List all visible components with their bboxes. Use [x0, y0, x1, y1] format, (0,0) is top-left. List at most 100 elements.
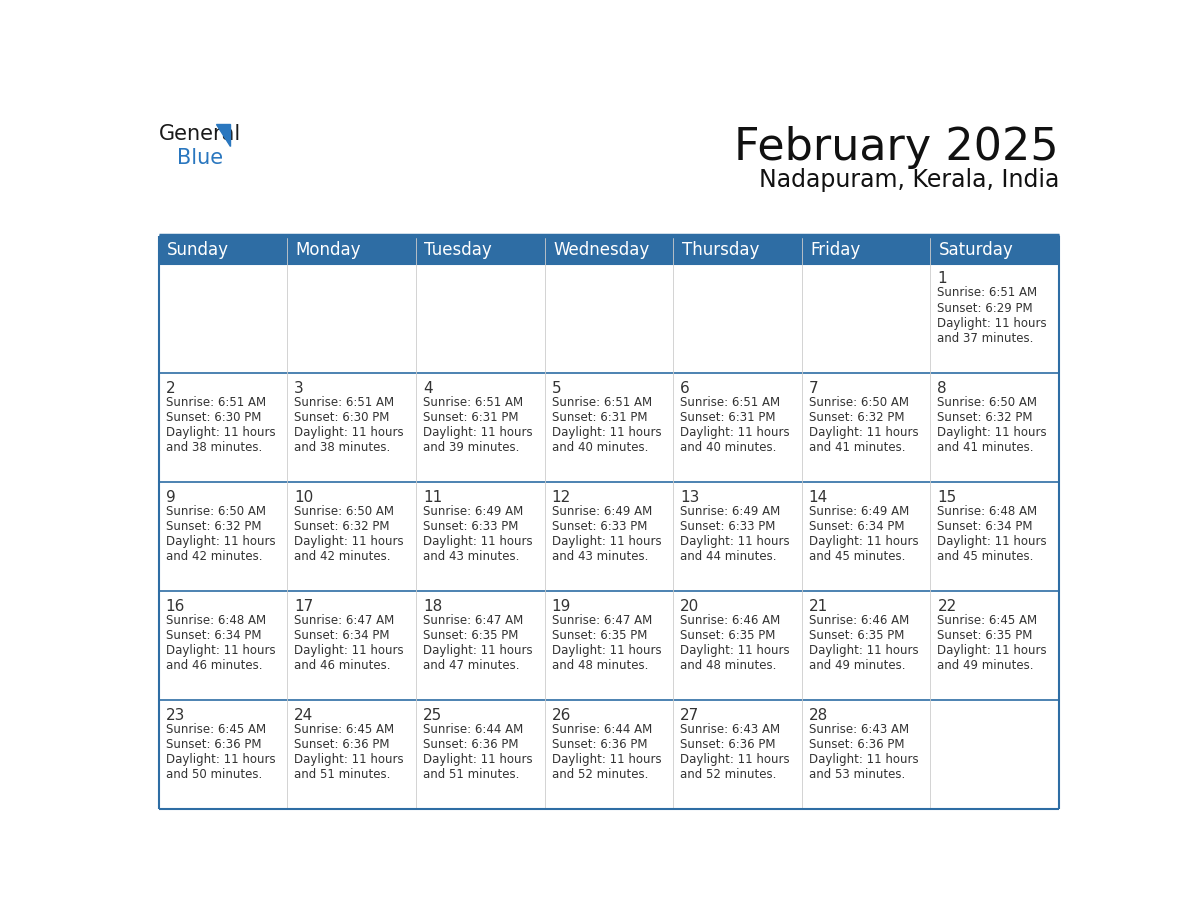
Bar: [544, 263, 674, 373]
Text: Daylight: 11 hours: Daylight: 11 hours: [165, 426, 276, 439]
Text: and 43 minutes.: and 43 minutes.: [551, 550, 647, 563]
Text: and 49 minutes.: and 49 minutes.: [809, 659, 905, 672]
Text: Sunrise: 6:50 AM: Sunrise: 6:50 AM: [295, 505, 394, 518]
Text: 5: 5: [551, 381, 561, 396]
Text: Sunset: 6:34 PM: Sunset: 6:34 PM: [809, 520, 904, 532]
Text: 1: 1: [937, 272, 947, 286]
Text: and 46 minutes.: and 46 minutes.: [165, 659, 263, 672]
Text: 27: 27: [681, 708, 700, 722]
Text: and 48 minutes.: and 48 minutes.: [681, 659, 777, 672]
Text: Sunrise: 6:50 AM: Sunrise: 6:50 AM: [809, 396, 909, 409]
Text: 20: 20: [681, 599, 700, 614]
Text: 9: 9: [165, 489, 176, 505]
Text: Daylight: 11 hours: Daylight: 11 hours: [937, 426, 1047, 439]
Text: Saturday: Saturday: [939, 241, 1013, 259]
Text: Sunrise: 6:46 AM: Sunrise: 6:46 AM: [809, 614, 909, 627]
Text: Sunset: 6:35 PM: Sunset: 6:35 PM: [681, 629, 776, 642]
Text: Sunrise: 6:51 AM: Sunrise: 6:51 AM: [423, 396, 523, 409]
Text: 8: 8: [937, 381, 947, 396]
Text: Sunset: 6:31 PM: Sunset: 6:31 PM: [551, 410, 647, 423]
Bar: [674, 373, 802, 482]
Text: and 45 minutes.: and 45 minutes.: [809, 550, 905, 563]
Bar: [930, 373, 1060, 482]
Text: Tuesday: Tuesday: [424, 241, 492, 259]
Text: and 40 minutes.: and 40 minutes.: [681, 441, 777, 453]
Text: Sunrise: 6:46 AM: Sunrise: 6:46 AM: [681, 614, 781, 627]
Text: Sunset: 6:34 PM: Sunset: 6:34 PM: [937, 520, 1032, 532]
Text: and 52 minutes.: and 52 minutes.: [551, 768, 647, 781]
Text: and 41 minutes.: and 41 minutes.: [937, 441, 1034, 453]
Text: Sunrise: 6:49 AM: Sunrise: 6:49 AM: [551, 505, 652, 518]
Text: Daylight: 11 hours: Daylight: 11 hours: [295, 426, 404, 439]
Bar: [544, 373, 674, 482]
Text: Daylight: 11 hours: Daylight: 11 hours: [809, 644, 918, 657]
Text: Daylight: 11 hours: Daylight: 11 hours: [681, 426, 790, 439]
Text: Sunrise: 6:45 AM: Sunrise: 6:45 AM: [937, 614, 1037, 627]
Text: and 44 minutes.: and 44 minutes.: [681, 550, 777, 563]
Text: Sunset: 6:31 PM: Sunset: 6:31 PM: [423, 410, 518, 423]
Text: Daylight: 11 hours: Daylight: 11 hours: [295, 535, 404, 548]
Bar: [802, 482, 930, 591]
Text: Sunrise: 6:49 AM: Sunrise: 6:49 AM: [809, 505, 909, 518]
Bar: [416, 373, 544, 482]
Text: 24: 24: [295, 708, 314, 722]
Text: and 50 minutes.: and 50 minutes.: [165, 768, 261, 781]
Text: and 38 minutes.: and 38 minutes.: [295, 441, 391, 453]
Text: Daylight: 11 hours: Daylight: 11 hours: [165, 753, 276, 766]
Bar: [416, 591, 544, 700]
Text: Daylight: 11 hours: Daylight: 11 hours: [423, 644, 532, 657]
Text: Friday: Friday: [810, 241, 860, 259]
Text: and 45 minutes.: and 45 minutes.: [937, 550, 1034, 563]
Text: Sunrise: 6:49 AM: Sunrise: 6:49 AM: [681, 505, 781, 518]
Text: Daylight: 11 hours: Daylight: 11 hours: [165, 644, 276, 657]
Text: Sunrise: 6:51 AM: Sunrise: 6:51 AM: [165, 396, 266, 409]
Text: Daylight: 11 hours: Daylight: 11 hours: [809, 426, 918, 439]
Text: Sunrise: 6:48 AM: Sunrise: 6:48 AM: [937, 505, 1037, 518]
Text: Sunrise: 6:51 AM: Sunrise: 6:51 AM: [681, 396, 781, 409]
Text: Blue: Blue: [177, 148, 223, 168]
Text: General: General: [158, 124, 241, 144]
Text: Sunset: 6:35 PM: Sunset: 6:35 PM: [551, 629, 647, 642]
Text: 12: 12: [551, 489, 570, 505]
Bar: [287, 263, 416, 373]
Bar: [802, 700, 930, 810]
Text: Thursday: Thursday: [682, 241, 759, 259]
Text: Sunrise: 6:50 AM: Sunrise: 6:50 AM: [937, 396, 1037, 409]
Text: and 41 minutes.: and 41 minutes.: [809, 441, 905, 453]
Bar: [544, 700, 674, 810]
Bar: [287, 482, 416, 591]
Text: and 51 minutes.: and 51 minutes.: [423, 768, 519, 781]
Text: Daylight: 11 hours: Daylight: 11 hours: [681, 753, 790, 766]
Text: Sunrise: 6:50 AM: Sunrise: 6:50 AM: [165, 505, 266, 518]
Text: Sunset: 6:36 PM: Sunset: 6:36 PM: [295, 738, 390, 751]
Text: and 49 minutes.: and 49 minutes.: [937, 659, 1034, 672]
Text: Sunrise: 6:51 AM: Sunrise: 6:51 AM: [295, 396, 394, 409]
Text: Sunrise: 6:51 AM: Sunrise: 6:51 AM: [551, 396, 652, 409]
Text: 6: 6: [681, 381, 690, 396]
Text: 14: 14: [809, 489, 828, 505]
Text: and 40 minutes.: and 40 minutes.: [551, 441, 647, 453]
Text: Sunset: 6:34 PM: Sunset: 6:34 PM: [165, 629, 261, 642]
Bar: [930, 591, 1060, 700]
Text: Daylight: 11 hours: Daylight: 11 hours: [681, 535, 790, 548]
Text: Daylight: 11 hours: Daylight: 11 hours: [551, 644, 662, 657]
Text: Sunset: 6:32 PM: Sunset: 6:32 PM: [809, 410, 904, 423]
Text: Sunrise: 6:49 AM: Sunrise: 6:49 AM: [423, 505, 523, 518]
Text: Daylight: 11 hours: Daylight: 11 hours: [937, 535, 1047, 548]
Bar: [930, 263, 1060, 373]
Bar: [158, 236, 1060, 263]
Text: Daylight: 11 hours: Daylight: 11 hours: [165, 535, 276, 548]
Text: and 38 minutes.: and 38 minutes.: [165, 441, 261, 453]
Text: Daylight: 11 hours: Daylight: 11 hours: [937, 317, 1047, 330]
Bar: [416, 700, 544, 810]
Text: Daylight: 11 hours: Daylight: 11 hours: [551, 535, 662, 548]
Bar: [674, 263, 802, 373]
Text: Daylight: 11 hours: Daylight: 11 hours: [937, 644, 1047, 657]
Bar: [674, 700, 802, 810]
Text: Sunset: 6:33 PM: Sunset: 6:33 PM: [681, 520, 776, 532]
Text: Sunset: 6:36 PM: Sunset: 6:36 PM: [165, 738, 261, 751]
Text: and 48 minutes.: and 48 minutes.: [551, 659, 647, 672]
Bar: [802, 373, 930, 482]
Text: and 46 minutes.: and 46 minutes.: [295, 659, 391, 672]
Text: Sunset: 6:34 PM: Sunset: 6:34 PM: [295, 629, 390, 642]
